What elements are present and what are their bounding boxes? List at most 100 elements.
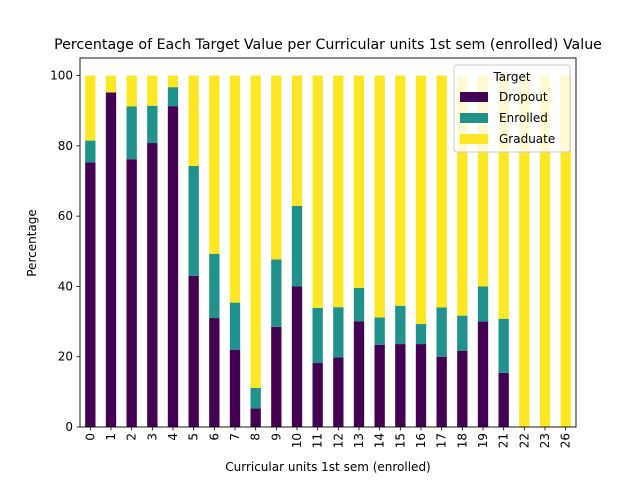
x-tick-label-18: 18 — [455, 433, 469, 448]
bar-enrolled-8 — [250, 387, 261, 409]
bar-graduate-8 — [250, 75, 261, 388]
bar-dropout-0 — [85, 162, 96, 428]
x-tick-label-17: 17 — [435, 433, 449, 448]
x-tick-label-1: 1 — [104, 433, 118, 441]
x-tick-label-14: 14 — [373, 433, 387, 448]
y-tick-label-40: 40 — [58, 279, 73, 293]
bar-enrolled-16 — [415, 324, 427, 345]
bar-enrolled-6 — [209, 253, 220, 319]
bar-graduate-22 — [519, 75, 530, 428]
bar-graduate-3 — [147, 75, 158, 106]
bar-dropout-3 — [147, 143, 158, 427]
x-tick-label-21: 21 — [497, 433, 511, 448]
x-tick-label-6: 6 — [207, 433, 221, 441]
bar-dropout-14 — [374, 344, 385, 427]
bar-graduate-13 — [353, 75, 365, 288]
bar-graduate-10 — [291, 75, 303, 206]
bar-enrolled-15 — [395, 305, 406, 345]
bar-dropout-8 — [250, 408, 261, 427]
y-tick-label-60: 60 — [58, 209, 73, 223]
bar-enrolled-0 — [85, 140, 96, 163]
bar-enrolled-14 — [374, 317, 385, 345]
bar-graduate-26 — [560, 75, 571, 428]
chart-title: Percentage of Each Target Value per Curr… — [54, 37, 602, 53]
bar-graduate-16 — [415, 75, 427, 325]
legend-label-graduate: Graduate — [499, 132, 555, 146]
x-tick-label-8: 8 — [249, 433, 263, 441]
bar-dropout-10 — [291, 286, 303, 427]
bar-graduate-9 — [271, 75, 282, 260]
y-tick-label-0: 0 — [65, 420, 73, 434]
bar-enrolled-3 — [147, 105, 158, 144]
bar-dropout-15 — [395, 344, 406, 427]
bar-enrolled-11 — [312, 307, 323, 364]
bar-dropout-12 — [333, 357, 344, 427]
legend-swatch-dropout — [460, 92, 488, 102]
bar-graduate-14 — [374, 75, 385, 318]
bar-dropout-16 — [415, 344, 427, 427]
bar-enrolled-10 — [291, 205, 303, 287]
legend-swatch-enrolled — [460, 113, 488, 123]
x-tick-label-0: 0 — [83, 433, 97, 441]
bar-enrolled-18 — [457, 315, 468, 351]
x-tick-label-23: 23 — [538, 433, 552, 448]
bar-graduate-1 — [105, 75, 117, 93]
x-tick-label-19: 19 — [476, 433, 490, 448]
bar-enrolled-13 — [353, 287, 365, 322]
bar-graduate-18 — [457, 75, 468, 316]
bar-enrolled-2 — [126, 106, 137, 160]
bar-dropout-17 — [436, 356, 447, 427]
bar-dropout-9 — [271, 326, 282, 427]
bar-dropout-19 — [477, 321, 489, 427]
x-tick-label-10: 10 — [290, 433, 304, 448]
x-tick-label-11: 11 — [311, 433, 325, 448]
bar-graduate-23 — [539, 75, 551, 428]
bar-graduate-17 — [436, 75, 447, 308]
y-axis-label: Percentage — [25, 209, 39, 277]
y-tick-label-100: 100 — [50, 69, 73, 83]
x-tick-label-15: 15 — [393, 433, 407, 448]
bar-dropout-11 — [312, 363, 323, 427]
bar-dropout-1 — [105, 92, 117, 427]
y-tick-label-20: 20 — [58, 350, 73, 364]
bar-dropout-18 — [457, 350, 468, 427]
bar-dropout-21 — [498, 372, 509, 427]
bar-graduate-5 — [188, 75, 199, 166]
bar-graduate-2 — [126, 75, 137, 107]
bar-enrolled-19 — [477, 286, 489, 322]
x-tick-label-9: 9 — [269, 433, 283, 441]
bar-graduate-11 — [312, 75, 323, 308]
x-tick-label-3: 3 — [145, 433, 159, 441]
bars-layer — [85, 75, 571, 428]
y-tick-label-80: 80 — [58, 139, 73, 153]
bar-dropout-4 — [167, 106, 179, 427]
bar-enrolled-17 — [436, 307, 447, 357]
bar-enrolled-4 — [167, 87, 179, 107]
x-tick-label-5: 5 — [187, 433, 201, 441]
x-tick-label-26: 26 — [559, 433, 573, 448]
bar-graduate-0 — [85, 75, 96, 141]
legend-label-enrolled: Enrolled — [499, 111, 548, 125]
x-tick-label-13: 13 — [352, 433, 366, 448]
x-tick-label-22: 22 — [517, 433, 531, 448]
bar-enrolled-9 — [271, 259, 282, 327]
bar-enrolled-7 — [229, 302, 241, 350]
bar-dropout-2 — [126, 159, 137, 427]
legend-box — [453, 64, 571, 153]
bar-dropout-7 — [229, 349, 241, 427]
bar-graduate-12 — [333, 75, 344, 308]
legend-label-dropout: Dropout — [499, 90, 548, 104]
legend-swatch-graduate — [460, 134, 488, 144]
bar-dropout-13 — [353, 321, 365, 427]
legend: Target Dropout Enrolled Graduate — [453, 64, 571, 153]
bar-graduate-4 — [167, 75, 179, 88]
bar-enrolled-12 — [333, 307, 344, 358]
x-tick-label-4: 4 — [166, 433, 180, 441]
bar-dropout-6 — [209, 318, 220, 427]
bar-graduate-6 — [209, 75, 220, 254]
legend-title: Target — [492, 70, 530, 84]
x-axis: 0 1 2 3 4 5 6 7 8 9 10 11 12 13 14 15 16 17 18 19 21 22 23 26 — [83, 427, 573, 448]
bar-enrolled-5 — [188, 165, 199, 276]
y-axis: 0 20 40 60 80 100 — [50, 69, 80, 434]
